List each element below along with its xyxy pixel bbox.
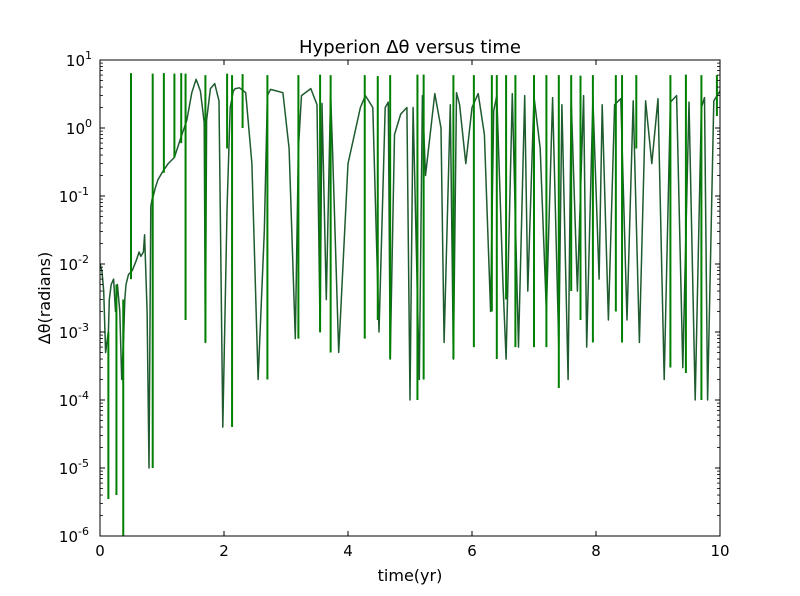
y-tick-label-6: 10 0 [66,117,92,138]
y-tick-label-3: 10 -3 [59,321,89,342]
tick-layer [99,59,721,537]
chart-title: Hyperion Δθ versus time [299,37,521,58]
y-tick-base: 10 [59,460,78,478]
y-tick-exponent: -1 [78,185,89,198]
x-tick-labels: 0 2 4 6 8 10 [95,542,729,560]
series-line-0 [100,78,720,469]
y-tick-label-7: 10 1 [66,49,92,70]
y-tick-base: 10 [59,392,78,410]
series-layer [100,78,720,469]
x-tick-label-4: 8 [591,542,601,560]
x-tick-label-0: 0 [95,542,105,560]
y-tick-label-2: 10 -4 [59,389,89,410]
y-tick-base: 10 [66,120,85,138]
x-tick-label-3: 6 [467,542,477,560]
y-axis-title: Δθ(radians) [35,252,54,344]
y-tick-exponent: 1 [85,49,92,62]
plot-frame [99,59,721,537]
y-tick-base: 10 [59,188,78,206]
y-tick-label-0: 10 -6 [59,525,89,546]
x-tick-label-1: 2 [219,542,229,560]
y-tick-label-5: 10 -1 [59,185,89,206]
y-tick-exponent: -4 [78,389,89,402]
y-tick-exponent: -2 [78,253,89,266]
y-tick-exponent: -5 [78,457,89,470]
y-tick-exponent: -3 [78,321,89,334]
y-tick-base: 10 [59,528,78,546]
y-tick-base: 10 [66,52,85,70]
y-tick-label-4: 10 -2 [59,253,89,274]
y-tick-exponent: 0 [85,117,92,130]
x-tick-label-5: 10 [710,542,729,560]
y-tick-label-1: 10 -5 [59,457,89,478]
y-tick-exponent: -6 [78,525,89,538]
x-axis-title: time(yr) [378,566,443,585]
y-tick-base: 10 [59,256,78,274]
x-tick-label-2: 4 [343,542,353,560]
spike-layer [107,73,718,536]
y-tick-base: 10 [59,324,78,342]
